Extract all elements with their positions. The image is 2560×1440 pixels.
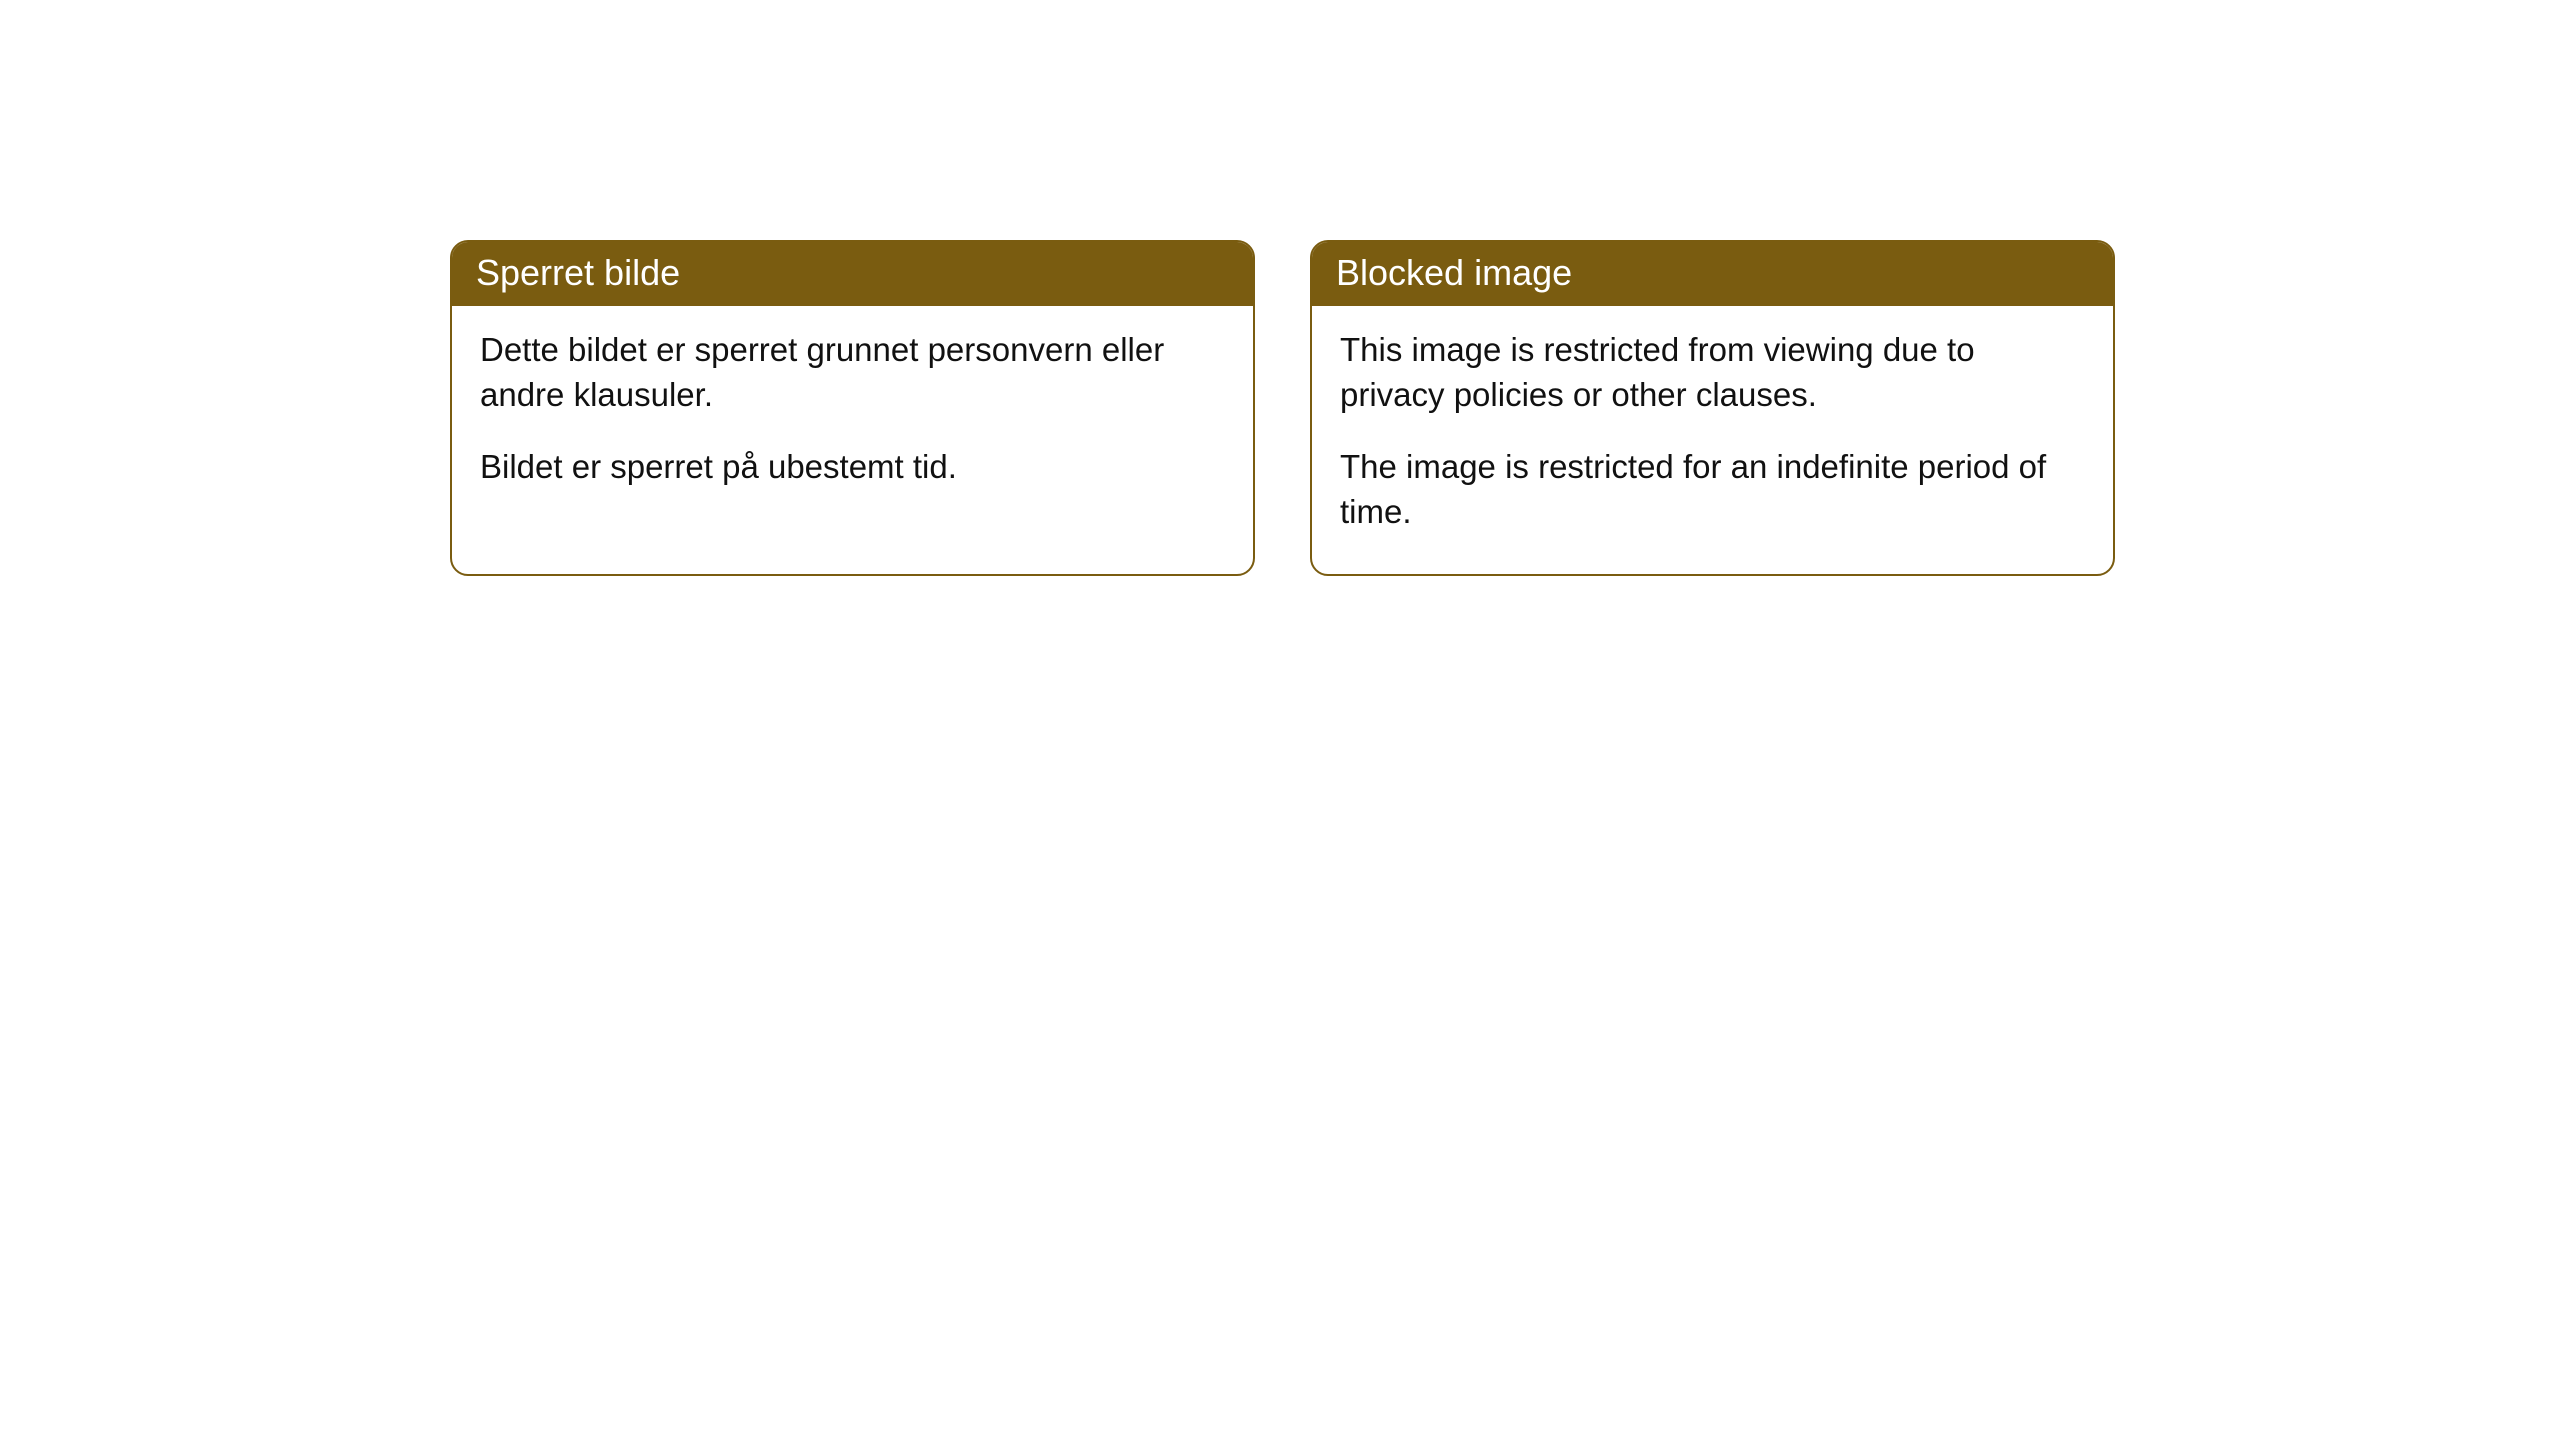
notice-paragraph: This image is restricted from viewing du… bbox=[1340, 328, 2085, 417]
notice-card-header-no: Sperret bilde bbox=[452, 242, 1253, 306]
notice-paragraph: Dette bildet er sperret grunnet personve… bbox=[480, 328, 1225, 417]
notice-card-en: Blocked image This image is restricted f… bbox=[1310, 240, 2115, 576]
notice-paragraph: Bildet er sperret på ubestemt tid. bbox=[480, 445, 1225, 490]
notice-card-header-en: Blocked image bbox=[1312, 242, 2113, 306]
notice-card-body-no: Dette bildet er sperret grunnet personve… bbox=[452, 306, 1253, 530]
notice-card-no: Sperret bilde Dette bildet er sperret gr… bbox=[450, 240, 1255, 576]
notice-card-body-en: This image is restricted from viewing du… bbox=[1312, 306, 2113, 574]
notice-paragraph: The image is restricted for an indefinit… bbox=[1340, 445, 2085, 534]
notice-cards-container: Sperret bilde Dette bildet er sperret gr… bbox=[0, 0, 2560, 576]
